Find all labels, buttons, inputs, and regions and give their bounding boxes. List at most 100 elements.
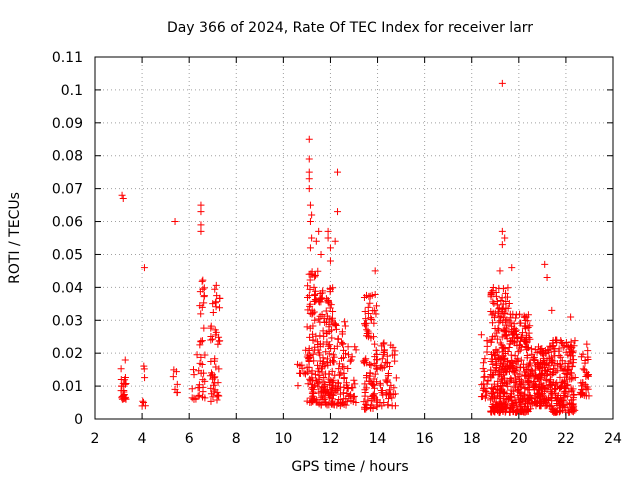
data-point [121, 373, 129, 381]
data-point [366, 292, 374, 300]
x-axis-label: GPS time / hours [291, 459, 408, 475]
data-point [563, 371, 571, 379]
data-point [325, 350, 333, 358]
data-point [197, 201, 205, 209]
data-point [362, 315, 370, 323]
x-tick-label: 6 [185, 431, 194, 447]
data-point [547, 388, 555, 396]
data-point [314, 361, 322, 369]
data-point [487, 390, 495, 398]
data-point [325, 394, 333, 402]
data-point [516, 341, 524, 349]
data-point [384, 401, 392, 409]
data-point [196, 302, 204, 310]
data-point [118, 382, 126, 390]
x-tick-label: 2 [91, 431, 100, 447]
data-point [171, 385, 179, 393]
data-point [339, 340, 347, 348]
data-point [317, 250, 325, 258]
data-point [367, 314, 375, 322]
data-point [306, 244, 314, 252]
data-point [213, 292, 221, 300]
data-point [316, 332, 324, 340]
data-point [536, 393, 544, 401]
data-point [326, 257, 334, 265]
data-point [489, 283, 497, 291]
data-point [361, 320, 369, 328]
data-point [391, 351, 399, 359]
data-point [507, 405, 515, 413]
data-point [198, 277, 206, 285]
data-point [350, 393, 358, 401]
data-point [171, 218, 179, 226]
data-point [212, 281, 220, 289]
data-point [517, 356, 525, 364]
data-point [193, 351, 201, 359]
data-point [215, 337, 223, 345]
data-point [527, 366, 535, 374]
data-point [316, 343, 324, 351]
data-point [510, 379, 518, 387]
data-point [507, 375, 515, 383]
data-point [479, 365, 487, 373]
data-point [489, 371, 497, 379]
data-point [517, 319, 525, 327]
data-point [379, 340, 387, 348]
data-point [306, 309, 314, 317]
data-point [568, 405, 576, 413]
x-tick-label: 18 [463, 431, 481, 447]
data-point [339, 389, 347, 397]
data-point [498, 405, 506, 413]
data-point [566, 357, 574, 365]
data-point [197, 227, 205, 235]
data-point [317, 394, 325, 402]
data-point [501, 234, 509, 242]
data-point [522, 316, 530, 324]
data-point [537, 402, 545, 410]
data-point [530, 386, 538, 394]
data-point [565, 348, 573, 356]
data-point [368, 395, 376, 403]
data-point [308, 374, 316, 382]
data-point [373, 403, 381, 411]
data-point [533, 348, 541, 356]
data-point [548, 306, 556, 314]
data-point [523, 351, 531, 359]
data-point [306, 285, 314, 293]
data-point [503, 316, 511, 324]
data-point [327, 301, 335, 309]
data-point [555, 401, 563, 409]
data-point [492, 398, 500, 406]
data-point [122, 380, 130, 388]
data-point [319, 327, 327, 335]
data-point [320, 358, 328, 366]
data-point [139, 397, 147, 405]
data-point [497, 375, 505, 383]
data-point [341, 322, 349, 330]
data-point [583, 340, 591, 348]
data-point [389, 391, 397, 399]
data-point [556, 373, 564, 381]
data-point [390, 384, 398, 392]
data-point [200, 324, 208, 332]
data-point [509, 388, 517, 396]
data-point [498, 294, 506, 302]
data-point [322, 348, 330, 356]
data-point [360, 403, 368, 411]
data-point [515, 377, 523, 385]
data-point [579, 350, 587, 358]
data-point [324, 227, 332, 235]
data-point [197, 310, 205, 318]
data-point [330, 358, 338, 366]
data-point [140, 399, 148, 407]
x-tick-label: 16 [416, 431, 434, 447]
data-point [487, 291, 495, 299]
data-point [304, 355, 312, 363]
data-point [329, 357, 337, 365]
data-point [495, 312, 503, 320]
data-point [585, 392, 593, 400]
data-point [120, 391, 128, 399]
data-point [140, 264, 148, 272]
data-point [303, 323, 311, 331]
data-point [305, 347, 313, 355]
